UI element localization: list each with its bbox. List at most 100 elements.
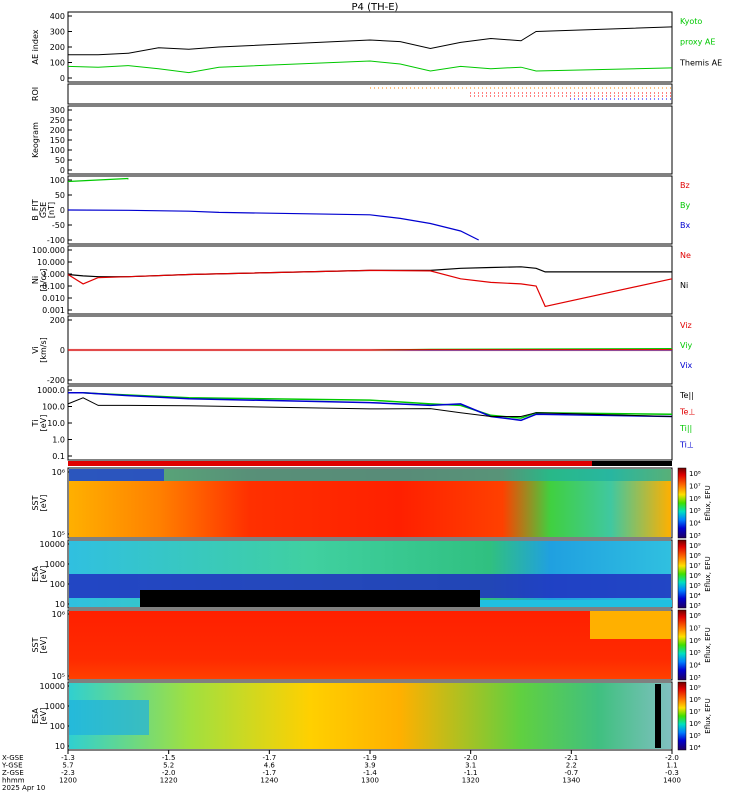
y-tick-label-keogram: 100	[50, 146, 65, 155]
legend-vi: Viz	[680, 321, 692, 330]
y-tick-label-ae: 0	[60, 74, 65, 83]
colorbar-tick-label: 10⁷	[689, 482, 701, 490]
colorbar-tick-label: 10⁷	[689, 708, 701, 716]
status-bar-black	[592, 461, 672, 466]
y-tick-label-ti: 1000.0	[37, 386, 65, 395]
chart-title: P4 (TH-E)	[352, 2, 399, 13]
y-tick-label-sst_e: 10⁶	[52, 468, 65, 477]
panel-frame-ae	[67, 11, 673, 83]
y-axis-label-sst_e: [eV]	[39, 495, 48, 512]
x-tick-label-y: 2.2	[566, 762, 577, 770]
spectrogram-esa-i-black	[655, 684, 661, 748]
colorbar-tick-label: 10⁵	[689, 649, 701, 657]
spectrogram-esa-i-cyan	[69, 700, 149, 735]
panel-frame-ni	[67, 245, 673, 315]
x-tick-label-z: -2.0	[162, 769, 176, 777]
y-tick-label-keogram: 200	[50, 126, 65, 135]
colorbar-tick-label: 10⁷	[689, 562, 701, 570]
y-axis-label-bfit: GSE	[39, 202, 48, 218]
series-ne	[67, 269, 673, 308]
x-axis-row-label: Y-GSE	[1, 762, 23, 770]
legend-vi: Vix	[680, 361, 693, 370]
legend-ni: Ni	[680, 281, 688, 290]
x-tick-label-z: -1.1	[464, 769, 478, 777]
x-tick-label-t: 1220	[160, 777, 178, 785]
series-by	[67, 177, 129, 183]
colorbar-tick-label: 10⁷	[689, 624, 701, 632]
y-axis-label-bfit: B_FIT	[31, 199, 40, 220]
y-axis-label-ti: Ti	[31, 420, 40, 428]
legend-bfit: Bx	[680, 221, 690, 230]
spectrogram-sst-e-top	[69, 469, 671, 481]
panel-frame-esa_e	[67, 539, 673, 609]
x-tick-label-z: -2.3	[61, 769, 75, 777]
x-tick-label-t: 1320	[462, 777, 480, 785]
legend-ti: Ti||	[679, 424, 692, 433]
y-tick-label-esa_e: 10000	[40, 540, 65, 549]
x-tick-label-t: 1340	[562, 777, 580, 785]
spectrogram-esa-i	[69, 683, 671, 749]
x-tick-label-z: -0.3	[665, 769, 679, 777]
x-tick-label-y: 3.9	[364, 762, 375, 770]
colorbar-tick-label: 10⁸	[689, 552, 701, 560]
y-tick-label-bfit: -50	[52, 221, 65, 230]
y-tick-label-sst_e: 10⁵	[52, 530, 65, 539]
legend-ae: Themis AE	[679, 58, 722, 67]
x-axis-row-label: Z-GSE	[2, 769, 24, 777]
y-axis-label-ni: [1/cc]	[39, 269, 48, 292]
y-tick-label-keogram: 50	[55, 156, 65, 165]
y-axis-label-bfit: [nT]	[47, 202, 56, 218]
series-themis-ae	[68, 26, 673, 56]
series-te-par	[67, 397, 673, 417]
legend-bfit: Bz	[680, 181, 690, 190]
y-tick-label-ae: 200	[50, 43, 65, 52]
x-tick-label-z: -0.7	[564, 769, 578, 777]
x-tick-label-y: 4.6	[264, 762, 276, 770]
panel-frame-roi	[67, 83, 673, 105]
colorbar-tick-label: 10³	[689, 602, 701, 610]
y-tick-label-bfit: 0	[60, 206, 65, 215]
y-axis-label-esa_e: [eV]	[39, 566, 48, 583]
y-axis-label-esa_i: ESA	[31, 708, 40, 724]
colorbar-tick-label: 10⁶	[689, 720, 701, 728]
series-bx	[67, 209, 479, 241]
y-axis-label-esa_e: ESA	[31, 566, 40, 582]
x-tick-label-x: -2.0	[665, 754, 679, 762]
y-tick-label-ti: 100.0	[42, 403, 65, 412]
x-tick-label-x: -1.3	[61, 754, 75, 762]
x-tick-label-x: -2.1	[564, 754, 578, 762]
colorbar-label: Eflux, EFU	[704, 556, 712, 591]
legend-ae: proxy AE	[680, 38, 715, 47]
y-tick-label-esa_i: 100	[50, 722, 65, 731]
y-axis-label-ti: [eV]	[39, 415, 48, 432]
spectrogram-esa-e-black	[140, 590, 480, 607]
x-tick-label-t: 1200	[59, 777, 77, 785]
x-tick-label-t: 1300	[361, 777, 379, 785]
y-axis-label-sst_e: SST	[31, 495, 40, 510]
colorbar	[677, 609, 687, 681]
colorbar-tick-label: 10⁸	[689, 696, 701, 704]
panel-frame-bfit	[67, 175, 673, 245]
x-tick-label-y: 5.7	[62, 762, 73, 770]
colorbar-tick-label: 10⁸	[689, 470, 701, 478]
colorbar-tick-label: 10⁴	[689, 744, 701, 752]
y-axis-label-ae: AE index	[31, 29, 40, 64]
x-axis-row-label: hhmm	[2, 777, 25, 785]
y-tick-label-vi: -200	[47, 376, 65, 385]
colorbar-tick-label: 10⁵	[689, 732, 701, 740]
spectrogram-esa-e-cyan	[480, 600, 672, 607]
y-tick-label-bfit: 50	[55, 191, 65, 200]
y-axis-label-roi: ROI	[31, 87, 40, 101]
y-tick-label-ni: 0.001	[42, 306, 65, 315]
y-axis-label-sst_i: [eV]	[39, 637, 48, 654]
legend-ti: Te⊥	[679, 408, 695, 417]
x-tick-label-x: -1.7	[262, 754, 276, 762]
x-tick-label-t: 1240	[260, 777, 278, 785]
y-axis-label-vi: [km/s]	[39, 337, 48, 363]
colorbar-label: Eflux, EFU	[704, 485, 712, 520]
colorbar-tick-label: 10³	[689, 674, 701, 682]
y-tick-label-ni: 10.000	[37, 258, 65, 267]
series-ti-perp	[68, 392, 673, 422]
